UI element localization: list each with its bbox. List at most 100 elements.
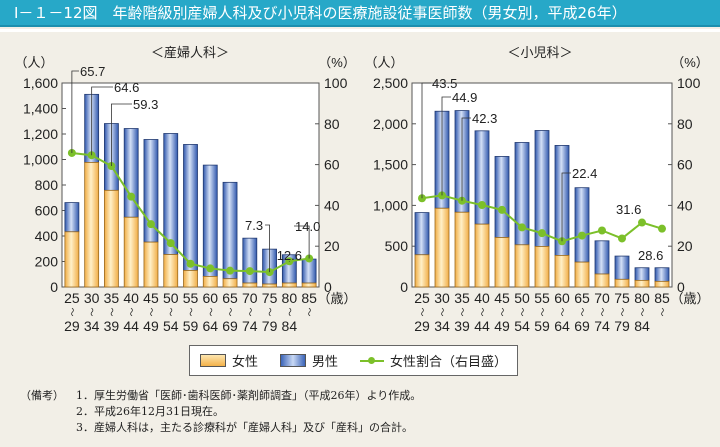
x-tick-label: 55 [183, 290, 199, 306]
y-tick-label: 1,400 [23, 101, 58, 117]
bar-female [534, 246, 550, 288]
y-tick-label: 1,000 [23, 152, 58, 168]
x-tick-label: 35 [454, 290, 470, 306]
x-tick-label: 70 [594, 290, 610, 306]
y-tick-label: 800 [35, 177, 59, 193]
x-tick-label: 85 [301, 290, 317, 306]
bar-female [414, 254, 430, 288]
legend: 女性 男性 女性割合（右目盛） [189, 345, 518, 376]
x-tick-label: 49 [143, 318, 159, 334]
label-leader [561, 172, 571, 242]
x-tick-label: 40 [123, 290, 139, 306]
x-tick-range-mark: ～ [517, 307, 527, 316]
y2-tick-label: 40 [677, 197, 693, 213]
bar-male [414, 212, 430, 256]
y-tick-label: 0 [400, 279, 408, 295]
bar-female [554, 255, 570, 288]
legend-ratio-line-icon [360, 355, 385, 366]
x-tick-label: 29 [414, 318, 430, 334]
bar-female [84, 162, 100, 288]
x-tick-label: 54 [514, 318, 530, 334]
x-tick-label: 85 [654, 290, 670, 306]
ratio-point [186, 259, 195, 268]
x-tick-label: 74 [594, 318, 610, 334]
ratio-point [598, 226, 606, 235]
x-tick-range-mark: ～ [126, 307, 136, 316]
x-tick-label: 60 [202, 290, 218, 306]
y-axis-unit: （人） [364, 55, 403, 70]
y-tick-label: 1,000 [373, 197, 408, 213]
x-tick-label: 65 [574, 290, 590, 306]
bar-female [574, 261, 590, 288]
bar-male [654, 267, 670, 282]
y-tick-label: 1,600 [23, 75, 58, 91]
y-tick-label: 400 [35, 228, 59, 244]
y2-tick-label: 40 [324, 197, 340, 213]
data-label: 22.4 [572, 166, 597, 181]
ratio-point [578, 231, 586, 240]
bar-male [301, 258, 317, 284]
bar-female [222, 278, 238, 288]
x-tick-range-mark: ～ [87, 307, 97, 316]
bar-female [614, 278, 630, 288]
bar-female [301, 282, 317, 288]
ratio-point [658, 224, 666, 233]
label-leader [294, 225, 310, 259]
x-tick-range-mark: ～ [577, 307, 587, 316]
label-leader [265, 224, 270, 273]
x-tick-range-mark: ～ [597, 307, 607, 316]
x-tick-range-mark: ～ [225, 307, 235, 316]
ratio-point [206, 264, 215, 273]
y2-tick-label: 20 [324, 238, 340, 254]
x-tick-range-mark: ～ [245, 307, 255, 316]
x-tick-range-mark: ～ [146, 307, 156, 316]
x-tick-label: 50 [514, 290, 530, 306]
bar-male [183, 144, 198, 271]
bar-female [454, 211, 470, 288]
legend-male-swatch [280, 354, 307, 367]
notes-label: （備考） [20, 389, 64, 402]
x-tick-label: 69 [574, 318, 590, 334]
data-label: 12.6 [277, 248, 302, 263]
ratio-point [518, 223, 526, 232]
bar-female [64, 231, 80, 288]
data-label: 28.6 [638, 248, 663, 263]
ratio-point [166, 239, 175, 248]
y2-axis-unit: （%） [318, 55, 356, 70]
x-tick-label: 45 [143, 290, 159, 306]
x-tick-label: 79 [614, 318, 630, 334]
legend-female-swatch [200, 354, 226, 367]
x-tick-range-mark: ～ [437, 307, 447, 316]
bar-female [123, 216, 139, 288]
data-label: 42.3 [472, 111, 497, 126]
x-tick-label: 70 [242, 290, 258, 306]
x-tick-label: 74 [242, 318, 258, 334]
y2-tick-label: 80 [324, 116, 340, 132]
ratio-point [127, 192, 136, 201]
y-tick-label: 1,500 [373, 157, 408, 173]
x-tick-label: 39 [454, 318, 470, 334]
bar-female [494, 237, 510, 288]
x-tick-label: 79 [262, 318, 278, 334]
bar-female [242, 282, 258, 288]
x-tick-label: 55 [534, 290, 550, 306]
ratio-point [245, 267, 254, 276]
x-tick-label: 29 [64, 318, 80, 334]
x-tick-label: 84 [282, 318, 298, 334]
data-label: 43.5 [432, 76, 457, 91]
figure-title: Ⅰ－１－12図 年齢階級別産婦人科及び小児科の医療施設従事医師数（男女別，平成2… [14, 4, 627, 22]
x-tick-label: 44 [474, 318, 490, 334]
x-axis-unit: （歳） [317, 291, 356, 306]
bar-female [202, 276, 218, 288]
x-tick-range-mark: ～ [637, 307, 647, 316]
y-tick-label: 1,200 [23, 126, 58, 142]
bar-female [262, 283, 277, 288]
label-leader [421, 82, 431, 199]
label-leader [441, 96, 451, 196]
y2-tick-label: 60 [324, 157, 340, 173]
ratio-point [146, 220, 155, 229]
bar-male [474, 130, 490, 225]
y2-tick-label: 60 [677, 157, 693, 173]
ratio-point [618, 234, 626, 243]
